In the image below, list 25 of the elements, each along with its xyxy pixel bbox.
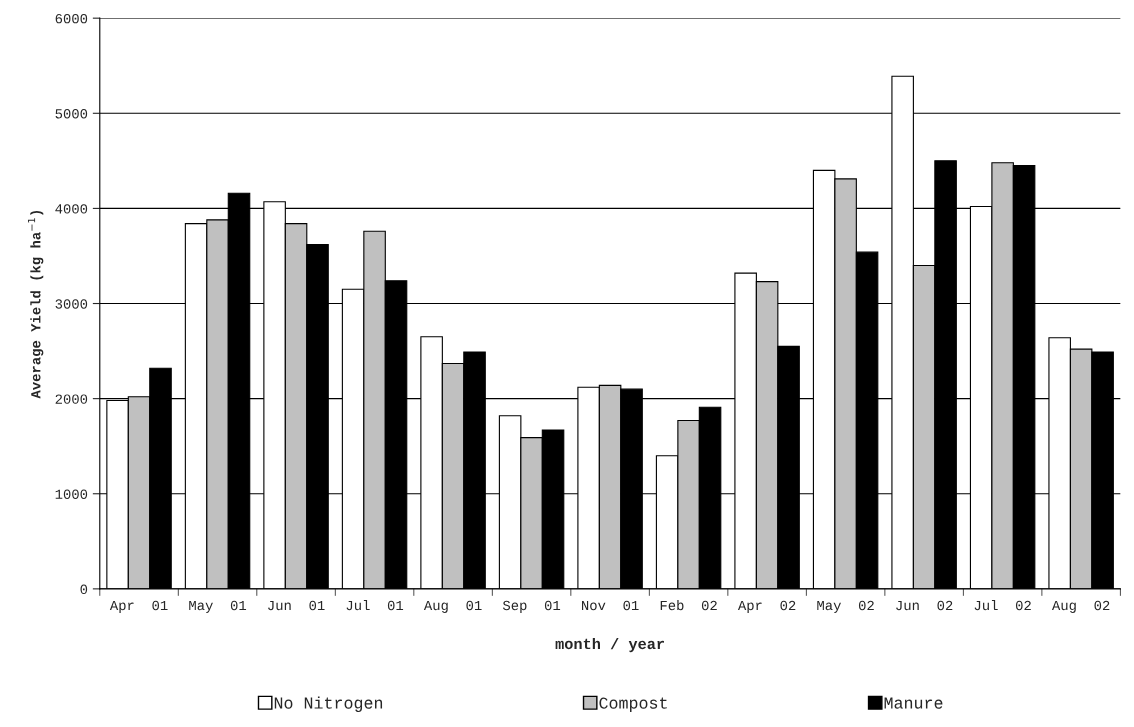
x-tick-label: May 02: [817, 600, 874, 613]
y-tick-label: 3000: [55, 299, 88, 309]
x-tick-label: Apr 02: [737, 600, 796, 613]
x-tick-label: Jun 01: [268, 600, 325, 611]
x-tick-label: Apr 01: [109, 600, 168, 613]
x-tick-label: Jul 02: [974, 599, 1031, 611]
x-tick-label: Sep 01: [502, 600, 561, 613]
x-tick-label: Nov 01: [582, 600, 639, 611]
x-axis-title: month / year: [555, 637, 664, 653]
y-tick-label: 2000: [55, 394, 88, 404]
y-tick-label: 5000: [55, 109, 88, 119]
x-tick-label: Aug 02: [1051, 600, 1110, 613]
y-tick-label: 6000: [55, 13, 88, 24]
x-tick-label: Feb 02: [660, 599, 717, 611]
x-tick-label: Jul 01: [346, 599, 404, 611]
legend-label: Manure: [884, 697, 943, 709]
legend-label: Compost: [599, 697, 667, 712]
legend-label: No Nitrogen: [274, 696, 383, 712]
x-tick-label: May 01: [189, 600, 247, 613]
y-tick-label: 0: [80, 584, 88, 595]
x-tick-label: Aug 01: [423, 600, 482, 613]
y-axis-title: Average Yield (kg ha$^{−1}$): [27, 210, 44, 399]
y-tick-label: 4000: [55, 204, 88, 214]
y-tick-label: 1000: [55, 489, 88, 499]
x-tick-label: Jun 02: [896, 600, 953, 611]
